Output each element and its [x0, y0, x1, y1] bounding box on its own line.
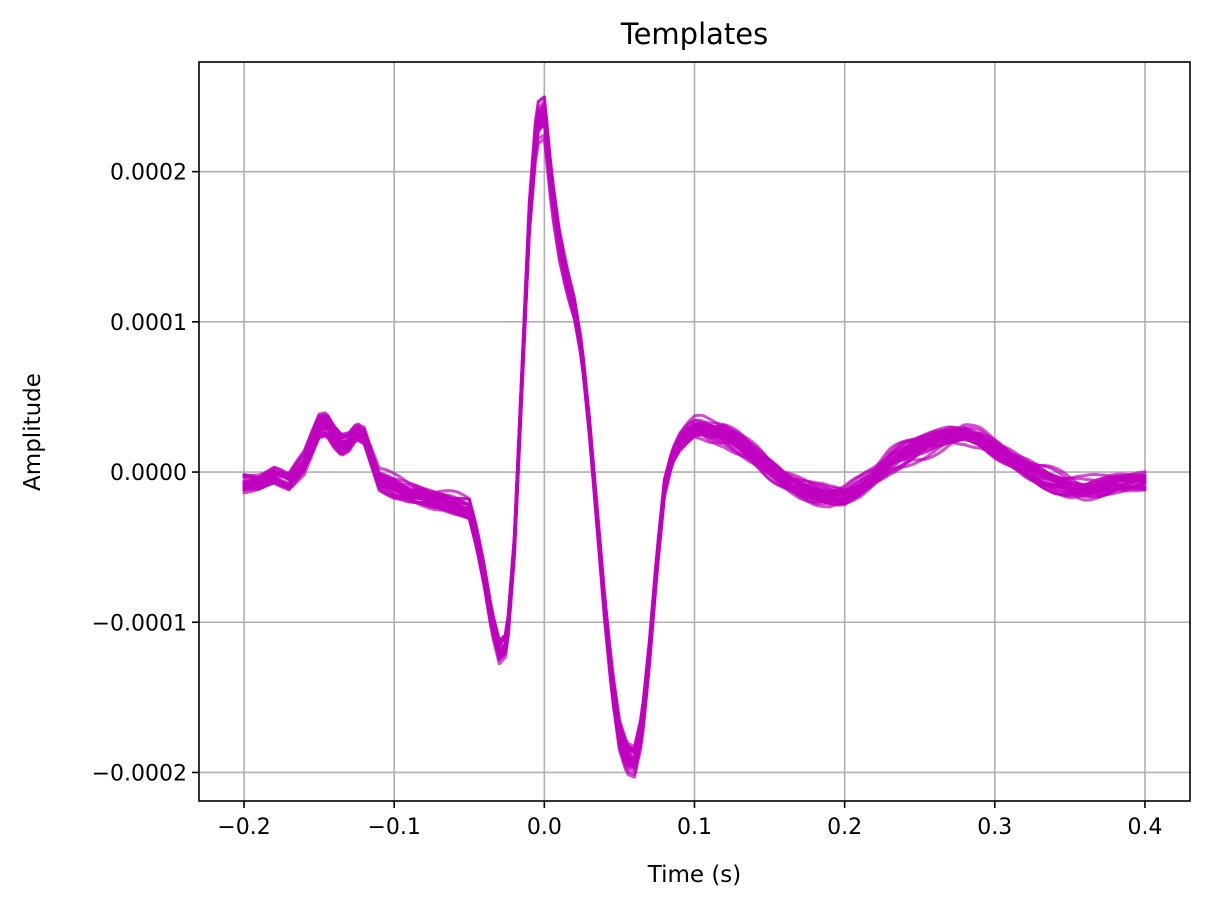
- y-tick-label: 0.0000: [110, 461, 187, 486]
- y-tick-label: 0.0001: [110, 311, 187, 336]
- chart-title: Templates: [620, 17, 768, 51]
- template-trace: [242, 110, 1147, 770]
- template-trace: [242, 111, 1147, 759]
- template-traces: [242, 95, 1147, 779]
- y-tick-label: −0.0001: [92, 611, 187, 636]
- x-tick-label: 0.4: [1127, 815, 1162, 840]
- x-grid: [243, 62, 1146, 801]
- x-tick-label: −0.1: [367, 815, 420, 840]
- x-tick-label: 0.3: [977, 815, 1012, 840]
- x-axis-ticks: −0.2 −0.1 0.0 0.1 0.2 0.3 0.4: [217, 801, 1162, 840]
- y-axis-ticks: −0.0002 −0.0001 0.0000 0.0001 0.0002: [92, 161, 199, 786]
- y-tick-label: −0.0002: [92, 761, 187, 786]
- x-tick-label: 0.0: [527, 815, 562, 840]
- x-axis-label: Time (s): [647, 862, 742, 888]
- x-tick-label: −0.2: [217, 815, 270, 840]
- x-tick-label: 0.2: [827, 815, 862, 840]
- x-tick-label: 0.1: [677, 815, 712, 840]
- y-tick-label: 0.0002: [110, 161, 187, 186]
- y-axis-label: Amplitude: [20, 373, 46, 491]
